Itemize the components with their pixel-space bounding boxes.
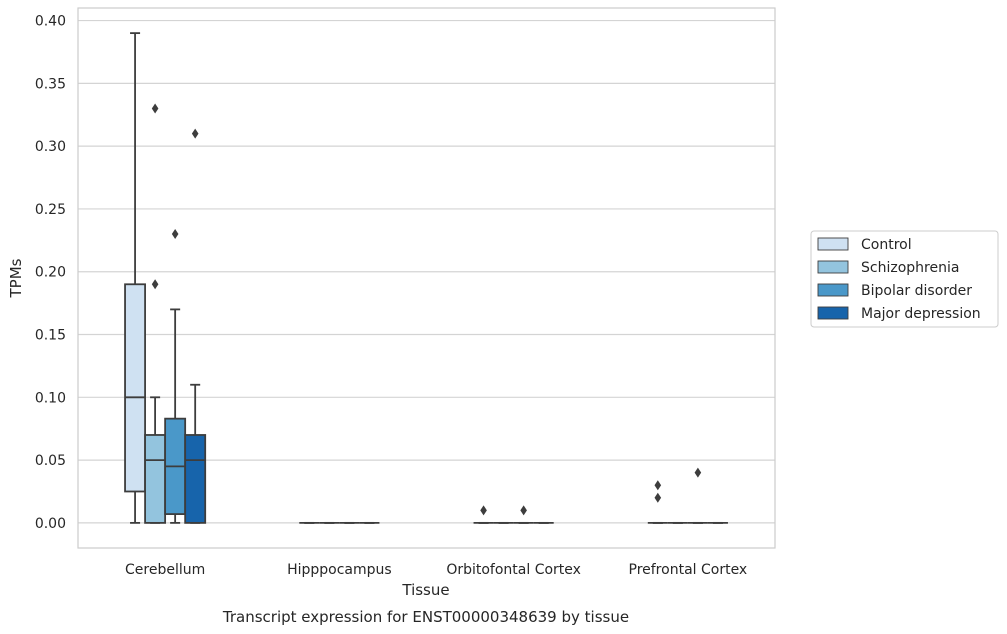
y-tick-label: 0.05 bbox=[35, 453, 66, 469]
outlier-point bbox=[654, 492, 662, 503]
y-tick-label: 0.25 bbox=[35, 202, 66, 218]
y-tick-label: 0.15 bbox=[35, 328, 66, 344]
box-control bbox=[647, 480, 668, 524]
box-bipolar-disorder bbox=[687, 467, 708, 524]
legend-swatch bbox=[817, 283, 849, 297]
outlier-point bbox=[654, 480, 662, 491]
legend-label: Control bbox=[861, 237, 912, 253]
box-schizophrenia bbox=[144, 103, 167, 524]
outlier-point bbox=[191, 128, 199, 139]
box-iqr bbox=[184, 434, 207, 524]
x-tick-label: Prefrontal Cortex bbox=[629, 562, 748, 578]
plot-frame bbox=[77, 7, 776, 549]
y-tick-label: 0.40 bbox=[35, 14, 66, 30]
box-bipolar-disorder bbox=[164, 229, 187, 524]
y-tick-labels: 0.00 0.05 0.10 0.15 0.20 0.25 0.30 0.35 0.40 bbox=[35, 14, 66, 532]
box-major-depression bbox=[184, 128, 207, 524]
y-axis-label: TPMs bbox=[7, 258, 25, 298]
outlier-point bbox=[151, 279, 159, 290]
box-control bbox=[473, 505, 494, 524]
x-tick-labels: Cerebellum Hipppocampus Orbitofontal Corte… bbox=[125, 562, 747, 578]
chart-caption: Transcript expression for ENST0000034863… bbox=[222, 608, 629, 626]
box-control bbox=[124, 32, 146, 524]
x-axis-label: Tissue bbox=[401, 581, 449, 599]
legend-frame bbox=[810, 230, 999, 328]
outlier-point bbox=[520, 505, 527, 516]
box-iqr bbox=[124, 283, 146, 493]
boxes bbox=[124, 32, 728, 524]
outlier-point bbox=[151, 103, 159, 114]
outlier-point bbox=[171, 229, 179, 240]
legend: Control Schizophrenia Bipolar disorder Majo… bbox=[810, 230, 999, 328]
x-tick-label: Cerebellum bbox=[125, 562, 205, 578]
legend-swatch bbox=[817, 237, 849, 251]
legend-label: Schizophrenia bbox=[861, 260, 959, 276]
x-tick-label: Hipppocampus bbox=[287, 562, 392, 578]
legend-label: Bipolar disorder bbox=[861, 283, 972, 299]
outlier-point bbox=[694, 467, 702, 478]
y-tick-label: 0.00 bbox=[35, 516, 66, 532]
legend-swatch bbox=[817, 306, 849, 320]
legend-label: Major depression bbox=[861, 306, 981, 322]
y-tick-label: 0.30 bbox=[35, 139, 66, 155]
x-tick-label: Orbitofontal Cortex bbox=[446, 562, 581, 578]
legend-swatch bbox=[817, 260, 849, 274]
box-bipolar-disorder bbox=[513, 505, 534, 524]
y-tick-label: 0.35 bbox=[35, 76, 66, 92]
y-tick-label: 0.20 bbox=[35, 265, 66, 281]
outlier-point bbox=[480, 505, 487, 516]
box-iqr bbox=[144, 434, 167, 524]
y-tick-label: 0.10 bbox=[35, 390, 66, 406]
